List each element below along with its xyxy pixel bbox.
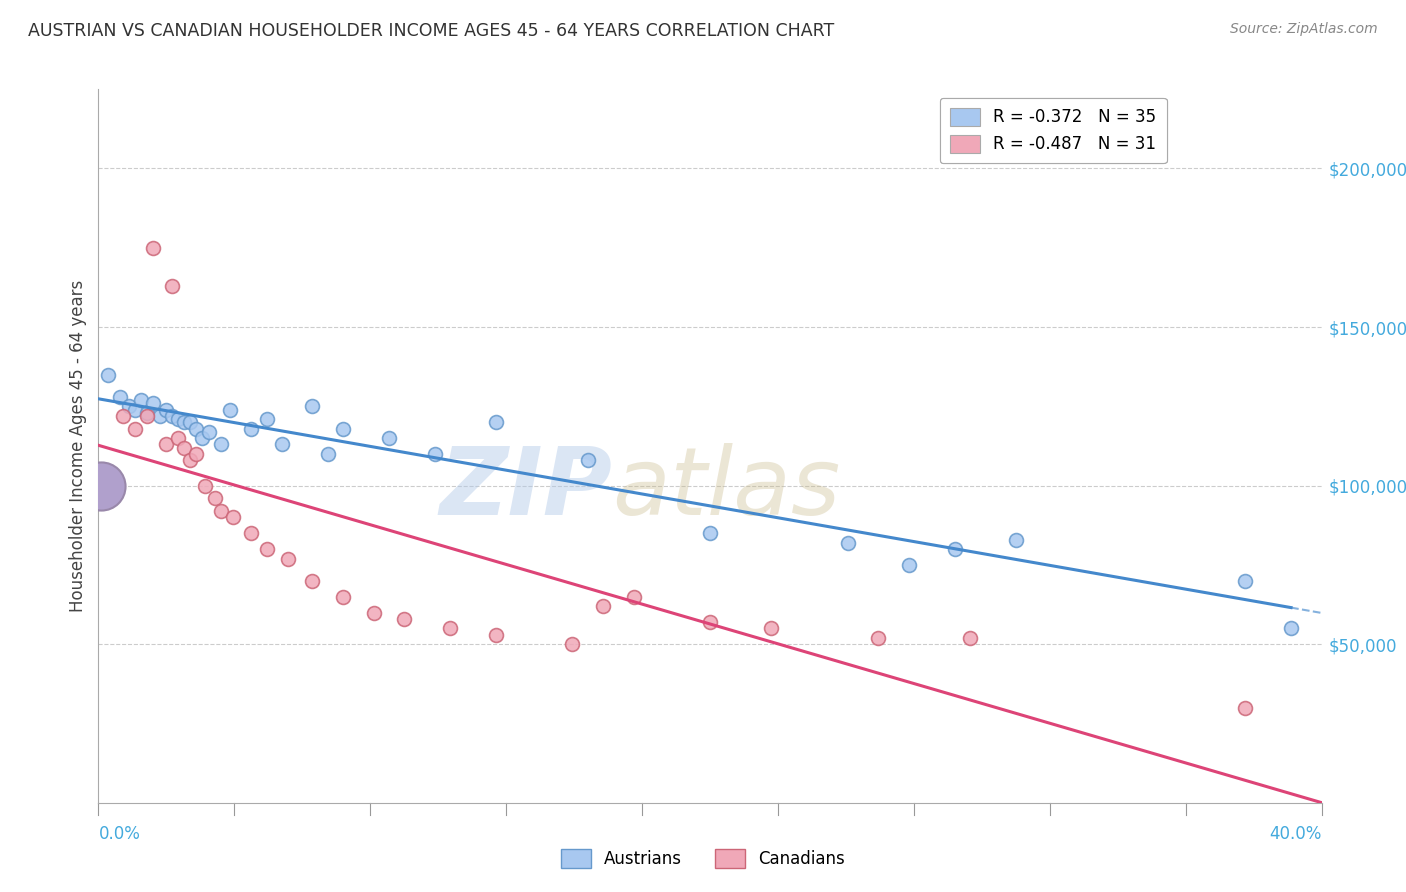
Point [142, 241, 165, 255]
Point [160, 278, 183, 293]
Legend: Austrians, Canadians: Austrians, Canadians [554, 843, 852, 875]
Point [423, 447, 446, 461]
Point [194, 478, 217, 492]
Point [160, 409, 183, 423]
Point [204, 491, 226, 506]
Point [592, 599, 614, 614]
Point [623, 590, 645, 604]
Text: 0.0%: 0.0% [98, 825, 141, 843]
Point [392, 612, 416, 626]
Point [179, 453, 201, 467]
Point [186, 447, 208, 461]
Point [179, 415, 201, 429]
Point [222, 510, 245, 524]
Point [378, 431, 401, 445]
Text: AUSTRIAN VS CANADIAN HOUSEHOLDER INCOME AGES 45 - 64 YEARS CORRELATION CHART: AUSTRIAN VS CANADIAN HOUSEHOLDER INCOME … [28, 22, 834, 40]
Point [576, 453, 599, 467]
Point [301, 400, 323, 414]
Point [186, 421, 208, 435]
Point [155, 402, 177, 417]
Point [332, 590, 354, 604]
Legend: R = -0.372   N = 35, R = -0.487   N = 31: R = -0.372 N = 35, R = -0.487 N = 31 [941, 97, 1167, 163]
Point [897, 558, 920, 572]
Point [485, 415, 508, 429]
Point [1234, 700, 1257, 714]
Point [142, 396, 165, 410]
Y-axis label: Householder Income Ages 45 - 64 years: Householder Income Ages 45 - 64 years [69, 280, 87, 612]
Point [108, 390, 131, 404]
Point [485, 628, 508, 642]
Point [1004, 533, 1026, 547]
Point [209, 437, 232, 451]
Point [759, 621, 782, 635]
Point [197, 425, 219, 439]
Point [256, 542, 278, 557]
Point [124, 421, 146, 435]
Point [277, 551, 299, 566]
Point [90, 478, 112, 492]
Text: Source: ZipAtlas.com: Source: ZipAtlas.com [1230, 22, 1378, 37]
Point [561, 637, 583, 651]
Point [439, 621, 461, 635]
Point [136, 409, 159, 423]
Text: atlas: atlas [612, 443, 841, 534]
Text: ZIP: ZIP [439, 442, 612, 535]
Point [316, 447, 339, 461]
Point [129, 392, 152, 407]
Point [167, 431, 190, 445]
Point [301, 574, 323, 588]
Point [118, 400, 141, 414]
Point [155, 437, 177, 451]
Point [173, 441, 195, 455]
Point [1234, 574, 1257, 588]
Point [256, 412, 278, 426]
Text: 40.0%: 40.0% [1270, 825, 1322, 843]
Point [868, 631, 890, 645]
Point [699, 526, 721, 541]
Point [136, 406, 159, 420]
Point [191, 431, 214, 445]
Point [240, 421, 263, 435]
Point [124, 402, 146, 417]
Point [699, 615, 721, 629]
Point [149, 409, 172, 423]
Point [837, 535, 859, 549]
Point [240, 526, 263, 541]
Point [270, 437, 292, 451]
Point [111, 409, 134, 423]
Point [943, 542, 966, 557]
Point [97, 368, 120, 382]
Point [1279, 621, 1302, 635]
Point [173, 415, 195, 429]
Point [363, 606, 385, 620]
Point [959, 631, 981, 645]
Point [219, 402, 242, 417]
Point [209, 504, 232, 518]
Point [167, 412, 190, 426]
Point [332, 421, 354, 435]
